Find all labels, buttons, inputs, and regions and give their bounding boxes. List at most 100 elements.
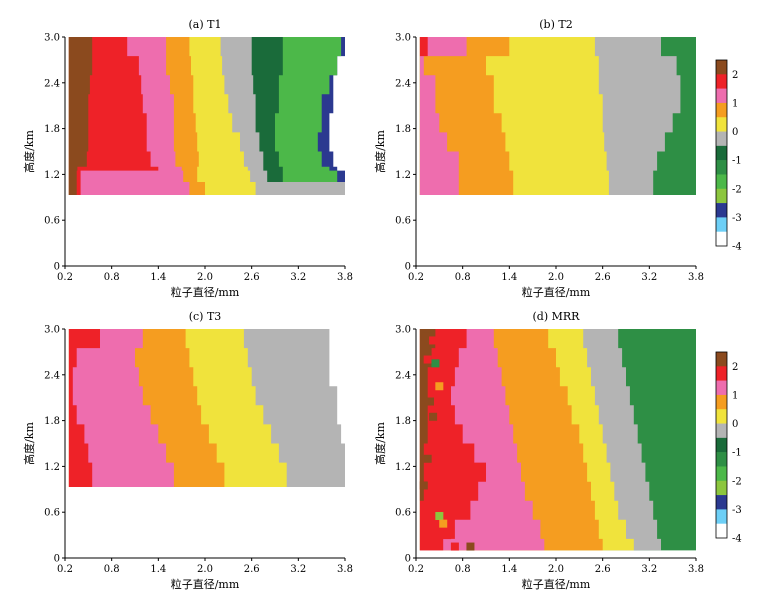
x-tick-label: 0.2 — [408, 272, 424, 283]
colorbar-swatch — [716, 88, 727, 104]
panel-1: 0.2 0.8 1.4 2.0 2.6 3.2 3.8 0 0.6 1.2 1.8 2.4 3.0 (a)… — [22, 18, 353, 299]
x-tick-label: 2.6 — [595, 564, 611, 575]
y-tick-label: 1.2 — [395, 462, 411, 473]
panel-title: (d) MRR — [533, 310, 581, 323]
x-tick-label: 0.8 — [455, 564, 471, 575]
data-cell — [429, 412, 438, 421]
region-band — [419, 37, 428, 195]
data-cell — [435, 382, 444, 391]
x-axis-label: 粒子直径/mm — [171, 577, 240, 591]
colorbar-1: 2 1 0 -1 -2 -3 -4 — [715, 59, 742, 253]
colorbar-swatch — [716, 437, 727, 453]
data-cell — [423, 454, 432, 463]
x-tick-label: 3.2 — [290, 564, 306, 575]
y-tick-label: 1.8 — [395, 124, 411, 135]
panel-2: 0.2 0.8 1.4 2.0 2.6 3.2 3.8 0 0.6 1.2 1.8 2.4 3.0 (b)… — [373, 18, 704, 299]
data-cell — [466, 542, 475, 551]
colorbar-swatch — [716, 380, 727, 396]
data-cell — [423, 355, 432, 364]
x-tick-label: 3.8 — [337, 564, 353, 575]
y-tick-label: 0 — [405, 554, 411, 565]
y-tick-label: 0.6 — [44, 216, 60, 227]
data-cell — [435, 470, 444, 479]
y-tick-label: 3.0 — [395, 325, 411, 336]
y-axis-label: 高度/km — [373, 422, 387, 465]
panel-3: 0.2 0.8 1.4 2.0 2.6 3.2 3.8 0 0.6 1.2 1.8 2.4 3.0 (c)… — [22, 310, 353, 591]
region-band — [68, 37, 93, 195]
y-axis-label: 高度/km — [22, 130, 36, 173]
colorbar-tick-label: 2 — [732, 70, 738, 81]
data-cell — [450, 542, 459, 551]
colorbar-tick-label: -1 — [732, 156, 742, 167]
x-tick-label: 3.2 — [641, 564, 657, 575]
y-tick-label: 2.4 — [44, 370, 60, 381]
colorbar-frame — [715, 59, 728, 247]
x-tick-label: 3.8 — [688, 272, 704, 283]
x-tick-label: 2.0 — [548, 564, 564, 575]
data-cell — [431, 496, 440, 505]
x-axis-label: 粒子直径/mm — [522, 285, 591, 299]
colorbar-swatch — [716, 466, 727, 482]
colorbar-swatch — [716, 60, 727, 75]
y-tick-label: 0.6 — [44, 508, 60, 519]
colorbar-swatch — [716, 480, 727, 496]
colorbar-frame — [715, 351, 728, 539]
colorbar-tick-label: -4 — [732, 242, 742, 253]
region-band — [68, 329, 100, 487]
colorbar-swatch — [716, 394, 727, 410]
colorbar-tick-label: -3 — [732, 505, 742, 516]
colorbar-swatch — [716, 423, 727, 439]
colorbar-swatch — [716, 217, 727, 232]
x-tick-label: 1.4 — [150, 272, 166, 283]
x-tick-label: 2.0 — [548, 272, 564, 283]
colorbar-tick-label: 1 — [732, 98, 738, 109]
panel-title: (a) T1 — [189, 18, 222, 31]
x-tick-label: 0.8 — [104, 272, 120, 283]
x-tick-label: 2.6 — [244, 564, 260, 575]
y-tick-label: 0 — [54, 554, 60, 565]
y-tick-label: 1.2 — [44, 170, 60, 181]
x-tick-label: 3.2 — [290, 272, 306, 283]
y-tick-label: 3.0 — [44, 33, 60, 44]
y-tick-label: 2.4 — [44, 78, 60, 89]
y-tick-label: 2.4 — [395, 370, 411, 381]
colorbar-swatch — [716, 495, 727, 510]
y-tick-label: 1.8 — [44, 124, 60, 135]
colorbar-swatch — [716, 352, 727, 367]
colorbar-tick-label: -4 — [732, 534, 742, 545]
data-cell — [421, 332, 430, 341]
y-tick-label: 1.2 — [44, 462, 60, 473]
colorbar-2: 2 1 0 -1 -2 -3 -4 — [715, 351, 742, 545]
colorbar-swatch — [716, 160, 727, 175]
y-tick-label: 0.6 — [395, 508, 411, 519]
x-tick-label: 0.8 — [104, 564, 120, 575]
x-tick-label: 2.0 — [197, 564, 213, 575]
colorbar-swatch — [716, 102, 727, 118]
panel-title: (c) T3 — [189, 310, 222, 323]
colorbar-swatch — [716, 231, 727, 247]
data-cell — [426, 397, 434, 406]
y-tick-label: 0 — [405, 262, 411, 273]
x-tick-label: 3.8 — [337, 272, 353, 283]
x-tick-label: 0.2 — [57, 564, 73, 575]
data-cell — [419, 481, 428, 490]
colorbar-tick-label: 0 — [732, 127, 738, 138]
region-band — [419, 329, 436, 551]
data-cell — [439, 519, 448, 528]
x-tick-label: 1.4 — [501, 564, 517, 575]
colorbar-swatch — [716, 131, 727, 147]
y-tick-label: 3.0 — [395, 33, 411, 44]
colorbar-swatch — [716, 117, 727, 132]
colorbar-swatch — [716, 409, 727, 424]
x-tick-label: 3.8 — [688, 564, 704, 575]
x-tick-label: 1.4 — [150, 564, 166, 575]
data-cell — [431, 359, 440, 368]
colorbar-tick-label: 2 — [732, 362, 738, 373]
y-tick-label: 3.0 — [44, 325, 60, 336]
panel-4: 0.2 0.8 1.4 2.0 2.6 3.2 3.8 0 0.6 1.2 1.8 2.4 3.0 (d)… — [373, 310, 704, 591]
y-tick-label: 0 — [54, 262, 60, 273]
x-tick-label: 1.4 — [501, 272, 517, 283]
x-tick-label: 0.2 — [57, 272, 73, 283]
data-cell — [435, 512, 444, 521]
